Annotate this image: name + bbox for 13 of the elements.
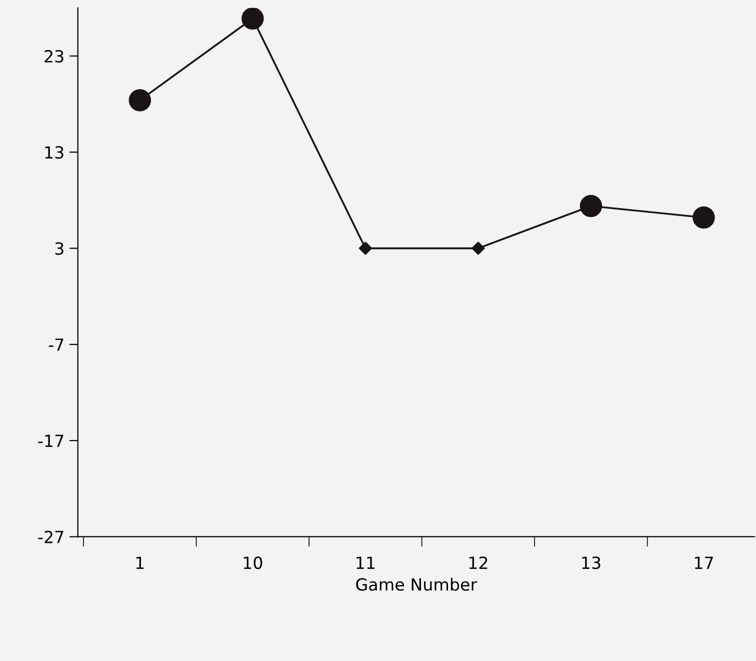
x-tick-label: 13 <box>582 556 600 570</box>
x-axis-title: Game Number <box>356 578 478 591</box>
y-tick-label: 3 <box>55 242 64 255</box>
y-tick-label: -17 <box>38 434 64 447</box>
y-tick-label: 13 <box>45 146 64 159</box>
y-tick-label: 23 <box>44 50 64 63</box>
x-tick-label: 17 <box>694 556 713 569</box>
y-tick-label: -27 <box>38 530 64 544</box>
x-tick-label: 10 <box>244 556 262 570</box>
x-tick-label: 11 <box>356 556 374 569</box>
x-tick-label: 1 <box>136 556 144 569</box>
x-tick-label: 12 <box>469 556 488 569</box>
y-tick-label: -7 <box>48 338 64 351</box>
